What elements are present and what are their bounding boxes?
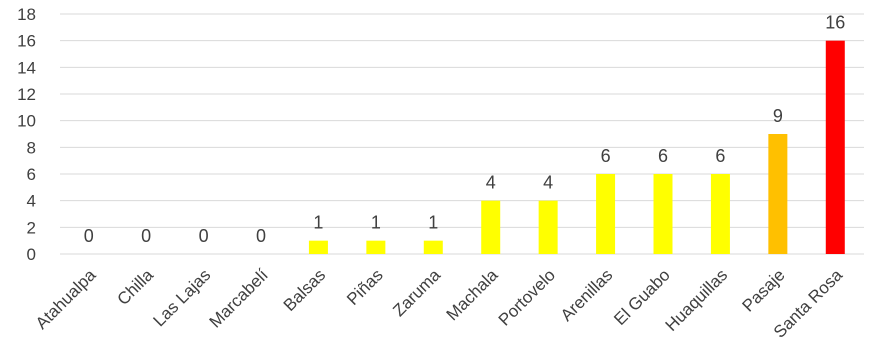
gridlines <box>60 13 864 255</box>
y-tick-label-6: 6 <box>27 165 36 184</box>
y-tick-label-0: 0 <box>27 245 36 264</box>
bar-11 <box>710 174 730 254</box>
category-label-3: Marcabelí <box>206 265 272 331</box>
data-label-13: 16 <box>825 13 845 33</box>
data-label-12: 9 <box>773 106 783 126</box>
bar-4 <box>308 240 328 254</box>
bar-8 <box>538 200 558 254</box>
y-tick-label-12: 12 <box>17 85 36 104</box>
data-label-5: 1 <box>371 213 381 233</box>
y-tick-label-18: 18 <box>17 5 36 24</box>
data-labels: 0 0 0 0 1 1 1 4 4 6 6 6 9 16 <box>84 13 846 246</box>
data-label-7: 4 <box>486 173 496 193</box>
bars <box>308 40 845 254</box>
y-tick-label-4: 4 <box>27 192 36 211</box>
data-label-9: 6 <box>601 146 611 166</box>
data-label-6: 1 <box>428 213 438 233</box>
data-label-8: 4 <box>543 173 553 193</box>
data-label-11: 6 <box>715 146 725 166</box>
data-label-3: 0 <box>256 226 266 246</box>
category-label-8: Portovelo <box>495 265 559 329</box>
y-tick-label-8: 8 <box>27 138 36 157</box>
bar-9 <box>596 174 616 254</box>
category-label-9: Arenillas <box>557 265 617 325</box>
data-label-2: 0 <box>199 226 209 246</box>
bar-5 <box>366 240 386 254</box>
category-label-7: Machala <box>443 265 502 324</box>
bar-12 <box>768 134 788 254</box>
category-label-6: Zaruma <box>389 265 444 320</box>
category-label-4: Balsas <box>280 265 330 315</box>
category-label-2: Las Lajas <box>150 265 215 330</box>
category-label-5: Piñas <box>343 265 387 309</box>
bar-13 <box>825 40 845 254</box>
category-label-0: Atahualpa <box>32 265 100 333</box>
data-label-0: 0 <box>84 226 94 246</box>
y-tick-label-10: 10 <box>17 112 36 131</box>
bar-7 <box>481 200 501 254</box>
bar-10 <box>653 174 673 254</box>
y-axis-ticks: 0 2 4 6 8 10 12 14 16 18 <box>17 5 36 264</box>
category-label-11: Huaquillas <box>662 265 732 335</box>
data-label-4: 1 <box>313 213 323 233</box>
category-label-1: Chilla <box>113 265 157 309</box>
data-label-1: 0 <box>141 226 151 246</box>
category-label-12: Pasaje <box>738 265 788 315</box>
y-tick-label-14: 14 <box>17 58 36 77</box>
data-label-10: 6 <box>658 146 668 166</box>
bar-6 <box>423 240 443 254</box>
y-tick-label-16: 16 <box>17 32 36 51</box>
y-tick-label-2: 2 <box>27 218 36 237</box>
